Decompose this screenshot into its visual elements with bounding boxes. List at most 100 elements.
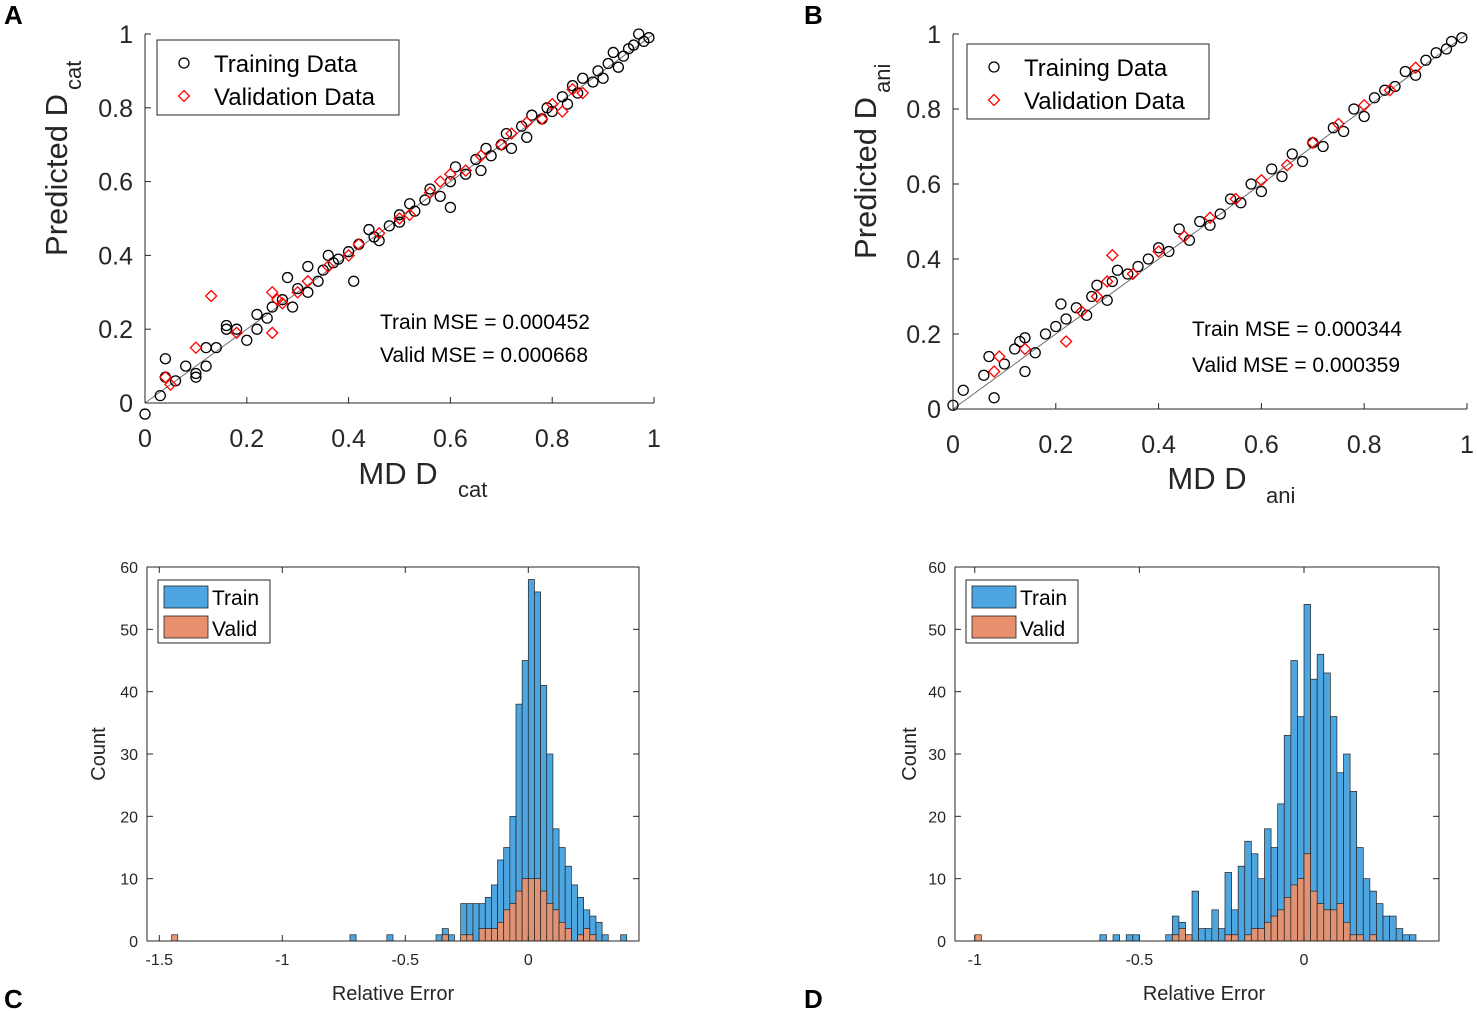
valid-bar: [460, 934, 468, 942]
validation-point: [1177, 230, 1191, 243]
train-mse-annotation: Train MSE = 0.000344: [1192, 318, 1402, 341]
train-bar: [1343, 753, 1351, 942]
y-tick-label: 50: [928, 622, 946, 639]
validation-point: [276, 296, 289, 310]
training-point: [1456, 32, 1468, 44]
y-tick-label: 1: [119, 21, 133, 49]
y-tick-label: 10: [928, 872, 946, 889]
train-bar: [1376, 903, 1384, 942]
validation-point: [1306, 136, 1320, 150]
legend: Training Data Validation Data: [156, 39, 400, 116]
training-point: [1358, 110, 1370, 123]
train-bar: [1402, 934, 1410, 942]
y-axis-label-subscript: ani: [870, 64, 895, 93]
training-point: [1086, 290, 1098, 303]
validation-point: [494, 138, 508, 152]
training-point: [292, 282, 304, 295]
legend-label-valid: Valid: [212, 618, 257, 641]
train-bar: [1362, 878, 1371, 942]
validation-point: [535, 112, 549, 126]
y-tick-label: 30: [120, 747, 138, 764]
training-point: [251, 308, 263, 321]
legend-label-validation: Validation Data: [1024, 88, 1186, 115]
training-point: [190, 371, 202, 383]
training-point: [444, 201, 457, 214]
y-tick-label: 0.6: [906, 171, 941, 199]
x-axis-label: MD D: [1167, 461, 1246, 496]
x-tick-label: -0.5: [1126, 952, 1154, 969]
legend-diamond-marker: [987, 93, 1001, 107]
panel-letter-d: D: [804, 984, 823, 1011]
train-bar: [1323, 672, 1331, 942]
training-point: [1214, 208, 1226, 220]
x-tick-label: 0: [1300, 952, 1309, 969]
valid-bar: [552, 909, 560, 942]
validation-point: [301, 274, 315, 288]
validation-point: [459, 164, 473, 177]
histogram-panel-c: -1.5 -1 -0.5 0 0 10 20 30 40 50 60 Relative Error Co…: [88, 560, 640, 1005]
training-point: [1152, 242, 1165, 254]
legend-label-valid: Valid: [1020, 618, 1065, 641]
training-point: [373, 234, 385, 247]
training-point: [1409, 69, 1422, 81]
training-point: [1348, 103, 1360, 115]
training-point: [261, 312, 273, 324]
training-point: [957, 384, 969, 396]
validation-point: [443, 167, 457, 181]
training-point: [302, 260, 314, 273]
train-bar: [448, 934, 455, 942]
legend-label-train: Train: [212, 587, 259, 610]
training-point: [190, 367, 202, 380]
x-tick-label: 1: [647, 425, 661, 453]
training-point: [607, 46, 619, 59]
training-point: [1019, 365, 1031, 378]
training-point: [460, 168, 472, 180]
training-point: [561, 98, 574, 110]
training-point: [526, 109, 538, 121]
x-axis-label: MD D: [358, 456, 437, 491]
training-point: [1445, 35, 1458, 48]
training-point: [322, 249, 334, 262]
validation-point: [1254, 173, 1268, 187]
train-bar: [570, 884, 578, 942]
validation-point: [433, 175, 447, 189]
train-bar: [1204, 928, 1213, 942]
legend-label-training: Training Data: [214, 51, 358, 78]
x-tick-label: 0: [138, 425, 152, 453]
y-axis-label-group: Count: [899, 727, 921, 781]
validation-point: [204, 289, 218, 303]
training-point: [1091, 279, 1103, 291]
x-axis-label-subscript: cat: [458, 477, 487, 502]
x-axis-label: Relative Error: [1143, 983, 1266, 1005]
validation-point: [576, 86, 590, 100]
valid-bar: [589, 934, 597, 942]
training-point: [1050, 320, 1062, 333]
legend-diamond-marker: [177, 89, 191, 103]
valid-bar: [1244, 934, 1252, 942]
train-bar: [595, 921, 603, 942]
y-tick-label: 40: [120, 685, 138, 702]
valid-bar: [1257, 928, 1265, 942]
training-point: [983, 350, 995, 363]
training-point: [200, 360, 212, 372]
valid-bar: [1303, 853, 1311, 942]
train-bar: [1211, 909, 1219, 942]
training-point: [159, 353, 172, 365]
validation-point: [164, 378, 177, 391]
y-tick-label: 0.2: [906, 321, 941, 349]
train-bar: [349, 934, 357, 942]
valid-bar: [1290, 884, 1298, 942]
validation-point: [1332, 117, 1345, 131]
training-point: [988, 392, 1000, 404]
validation-point: [423, 186, 437, 200]
valid-mse-annotation: Valid MSE = 0.000359: [1192, 354, 1400, 377]
x-tick-label: 0.2: [229, 425, 264, 453]
y-tick-label: 0: [129, 934, 138, 951]
y-tick-label: 30: [928, 747, 946, 764]
training-point: [978, 369, 990, 381]
train-mse-annotation: Train MSE = 0.000452: [380, 311, 590, 334]
training-point: [1224, 193, 1237, 205]
training-point: [276, 294, 289, 306]
